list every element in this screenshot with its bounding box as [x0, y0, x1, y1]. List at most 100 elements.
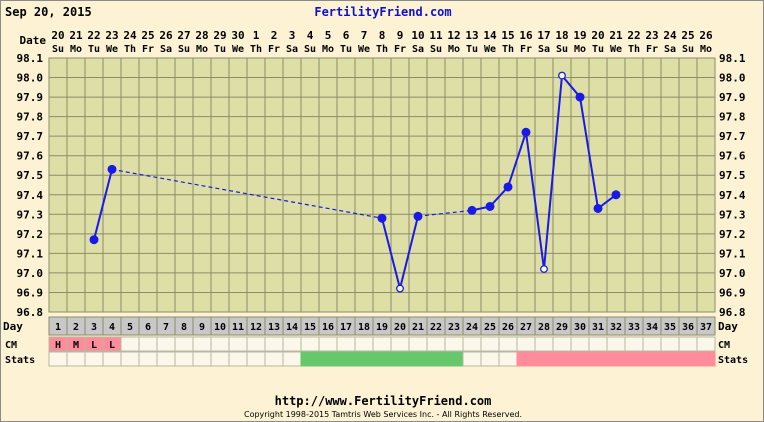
date-tick-label: 9 [397, 29, 404, 42]
day-tick-label: 27 [520, 322, 532, 333]
stats-cell [426, 351, 446, 367]
temp-point-open [558, 71, 566, 80]
date-tick-label: 7 [361, 29, 368, 42]
weekday-tick-label: Mo [322, 44, 334, 55]
cm-cell [192, 336, 212, 352]
day-tick-label: 7 [163, 322, 169, 333]
site-title[interactable]: FertilityFriend.com [314, 5, 452, 19]
temp-point [611, 190, 621, 200]
weekday-tick-label: We [232, 44, 244, 55]
date-tick-label: 14 [483, 29, 497, 42]
date-tick-label: 6 [343, 29, 350, 42]
day-row-label-right: Day [718, 320, 738, 333]
weekday-tick-label: We [610, 44, 622, 55]
date-tick-label: 10 [411, 29, 424, 42]
cm-row-label: CM [5, 340, 17, 351]
weekday-tick-label: Fr [142, 44, 154, 55]
day-tick-label: 1 [55, 322, 61, 333]
weekday-tick-label: Th [376, 44, 388, 55]
weekday-tick-label: Mo [70, 44, 82, 55]
date-tick-label: 3 [289, 29, 296, 42]
weekday-tick-label: Sa [286, 44, 298, 55]
cm-cell [588, 336, 608, 352]
day-tick-label: 21 [412, 322, 424, 333]
stats-cell [174, 351, 194, 367]
date-tick-label: 5 [325, 29, 332, 42]
temp-line-dashed [417, 209, 473, 217]
day-tick-label: 19 [376, 322, 388, 333]
date-tick-label: 18 [555, 29, 568, 42]
temp-point [467, 205, 477, 215]
cm-cell [678, 336, 698, 352]
cm-cell [642, 336, 662, 352]
weekday-tick-label: Su [178, 44, 190, 55]
day-tick-label: 2 [73, 322, 79, 333]
date-tick-label: 17 [537, 29, 550, 42]
temp-point [521, 127, 531, 137]
cm-cell [408, 336, 428, 352]
date-tick-label: 8 [379, 29, 386, 42]
date-tick-label: 29 [213, 29, 226, 42]
y-tick-label-left: 97.0 [17, 267, 44, 280]
date-tick-label: 23 [645, 29, 658, 42]
cm-cell [534, 336, 554, 352]
y-tick-label-right: 97.0 [719, 267, 746, 280]
temp-line [381, 217, 401, 289]
chart-date: Sep 20, 2015 [5, 5, 92, 19]
temp-point [107, 164, 117, 174]
y-tick-label-right: 98.1 [719, 52, 746, 65]
temp-point [593, 203, 603, 213]
stats-cell [678, 351, 698, 367]
day-tick-label: 18 [358, 322, 370, 333]
date-row-label: Date [20, 34, 47, 47]
temp-point [377, 213, 387, 223]
day-tick-label: 15 [304, 322, 316, 333]
cm-cell [156, 336, 176, 352]
temp-point [575, 92, 585, 102]
day-tick-label: 33 [628, 322, 640, 333]
temp-line [525, 132, 545, 270]
weekday-tick-label: Su [556, 44, 568, 55]
date-tick-label: 21 [69, 29, 83, 42]
date-tick-label: 2 [271, 29, 278, 42]
date-tick-label: 24 [123, 29, 137, 42]
stats-row-label: Stats [5, 355, 35, 366]
temp-point [503, 182, 513, 192]
footer-url[interactable]: http://www.FertilityFriend.com [274, 394, 492, 408]
day-tick-label: 20 [394, 322, 406, 333]
day-tick-label: 14 [286, 322, 298, 333]
y-tick-label-right: 97.5 [719, 169, 746, 182]
weekday-tick-label: Tu [592, 44, 604, 55]
temp-point [89, 235, 99, 245]
stats-cell [588, 351, 608, 367]
stats-row-label-right: Stats [718, 355, 748, 366]
day-tick-label: 34 [646, 322, 658, 333]
stats-cell [120, 351, 140, 367]
stats-cell [48, 351, 68, 367]
y-tick-label-left: 97.4 [17, 189, 44, 202]
cm-cell [354, 336, 374, 352]
date-tick-label: 20 [591, 29, 604, 42]
y-tick-label-right: 97.9 [719, 91, 746, 104]
stats-cell [534, 351, 554, 367]
date-tick-label: 4 [307, 29, 314, 42]
cm-cell [462, 336, 482, 352]
day-tick-label: 16 [322, 322, 334, 333]
day-tick-label: 4 [109, 322, 115, 333]
day-tick-label: 22 [430, 322, 442, 333]
cm-cell [696, 336, 716, 352]
stats-cell [570, 351, 590, 367]
temp-line-dashed [111, 168, 383, 219]
stats-cell [192, 351, 212, 367]
y-tick-label-left: 98.1 [17, 52, 44, 65]
stats-cell [390, 351, 410, 367]
date-tick-label: 12 [447, 29, 460, 42]
stats-cell [66, 351, 86, 367]
weekday-tick-label: Mo [448, 44, 460, 55]
date-tick-label: 13 [465, 29, 478, 42]
y-tick-label-right: 97.2 [719, 228, 746, 241]
y-tick-label-right: 97.4 [719, 189, 746, 202]
cm-cell [570, 336, 590, 352]
cm-cell [498, 336, 518, 352]
stats-cell [642, 351, 662, 367]
